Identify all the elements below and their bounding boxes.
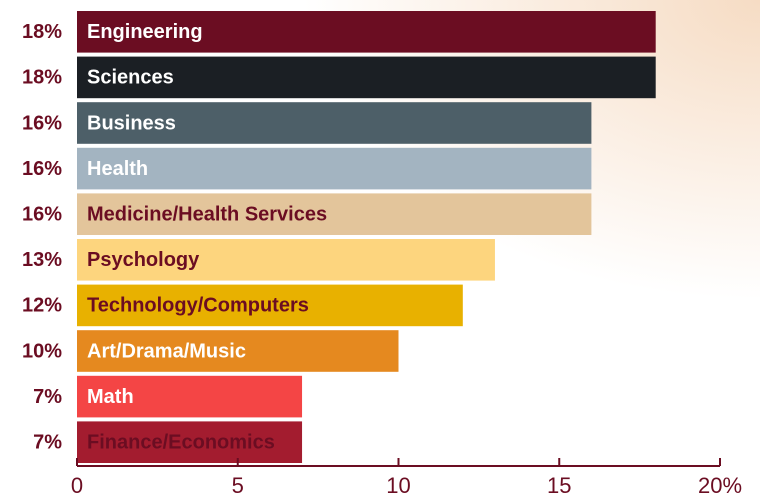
bar — [77, 330, 399, 372]
x-tick-label: 10 — [386, 473, 410, 498]
bar — [77, 284, 463, 327]
value-label: 7% — [33, 386, 62, 408]
value-label: 7% — [33, 431, 62, 453]
value-label: 16% — [22, 203, 62, 225]
value-label: 18% — [22, 67, 62, 89]
value-label: 18% — [22, 21, 62, 43]
value-label: 12% — [22, 295, 62, 317]
bar-label: Technology/Computers — [87, 295, 309, 317]
bar-label: Business — [87, 112, 176, 134]
bar-label: Health — [87, 158, 148, 180]
bar — [77, 56, 656, 99]
bar-label: Finance/Economics — [87, 431, 275, 453]
bar — [77, 102, 592, 144]
bar — [77, 375, 303, 418]
bar — [77, 421, 303, 463]
bar — [77, 193, 592, 235]
value-label: 16% — [22, 112, 62, 134]
x-tick-label: 0 — [71, 473, 83, 498]
bar-label: Math — [87, 386, 134, 408]
x-tick-label: 20% — [698, 473, 742, 498]
value-label: 13% — [22, 249, 62, 271]
bar-label: Sciences — [87, 67, 174, 89]
x-tick-label: 5 — [232, 473, 244, 498]
value-label: 16% — [22, 158, 62, 180]
bar — [77, 147, 592, 190]
x-tick-label: 15 — [547, 473, 571, 498]
bar-label: Psychology — [87, 249, 200, 271]
bar — [77, 11, 656, 53]
value-label: 10% — [22, 340, 62, 362]
bar-label: Engineering — [87, 21, 203, 43]
bar — [77, 239, 495, 281]
bar-label: Art/Drama/Music — [87, 340, 246, 362]
bar-label: Medicine/Health Services — [87, 203, 327, 225]
